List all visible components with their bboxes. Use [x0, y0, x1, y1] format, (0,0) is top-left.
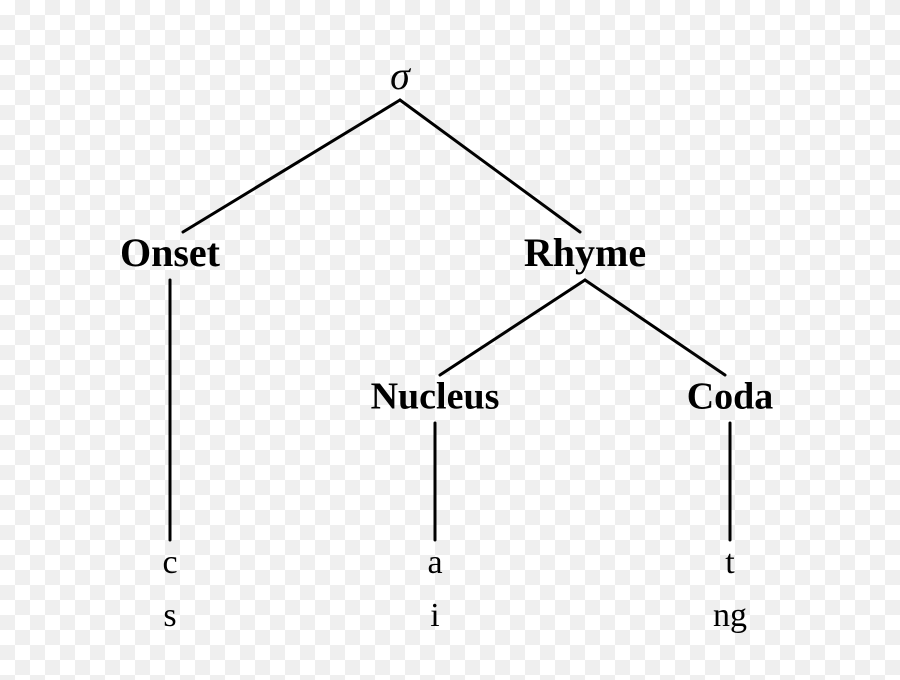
tree-edge: [400, 100, 580, 232]
node-nucleus: Nucleus: [371, 376, 500, 418]
tree-edge: [585, 280, 725, 375]
node-c: c: [162, 544, 177, 581]
node-s: s: [163, 597, 176, 634]
node-t: t: [725, 544, 735, 581]
syllable-tree-diagram: σ Onset Rhyme Nucleus Coda cs ai t ng: [0, 0, 900, 680]
node-sigma: σ: [390, 53, 411, 98]
node-coda: Coda: [687, 376, 774, 418]
node-onset: Onset: [120, 230, 221, 275]
node-i: i: [430, 597, 439, 634]
node-ng: ng: [713, 597, 747, 634]
tree-nodes: σ Onset Rhyme Nucleus Coda cs ai t ng: [120, 53, 773, 634]
node-a: a: [427, 544, 442, 581]
tree-edges: [170, 100, 730, 540]
tree-edge: [440, 280, 585, 375]
node-rhyme: Rhyme: [524, 230, 646, 275]
tree-edge: [183, 100, 400, 232]
